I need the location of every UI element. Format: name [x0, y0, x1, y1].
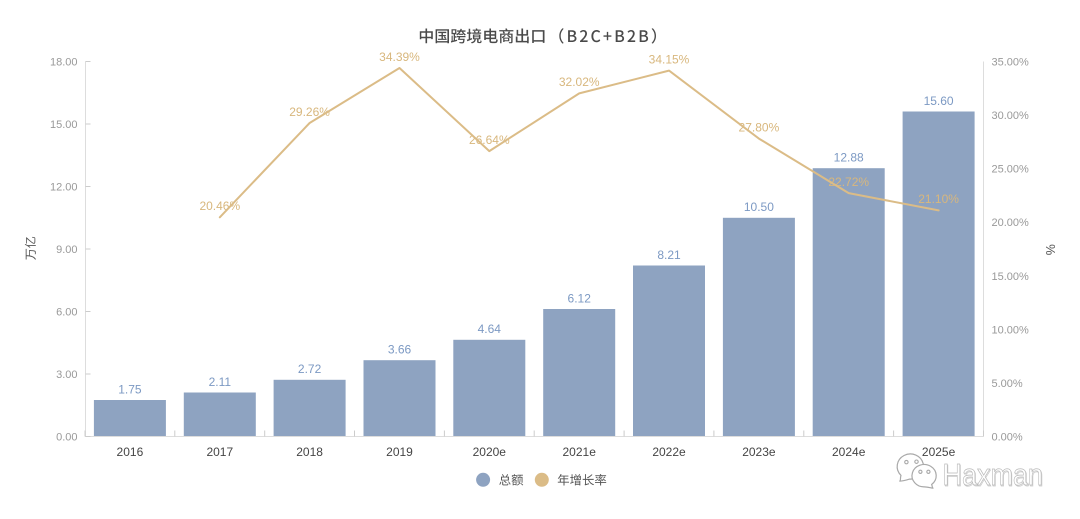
svg-text:3.66: 3.66: [388, 343, 412, 357]
svg-text:0.00: 0.00: [56, 432, 77, 444]
svg-text:4.64: 4.64: [478, 322, 502, 336]
svg-text:0.00%: 0.00%: [992, 432, 1023, 444]
svg-text:5.00%: 5.00%: [992, 378, 1023, 390]
svg-text:25.00%: 25.00%: [992, 164, 1030, 176]
svg-text:1.75: 1.75: [118, 382, 142, 396]
svg-text:10.00%: 10.00%: [992, 324, 1030, 336]
svg-text:2023e: 2023e: [742, 445, 776, 459]
svg-text:18.00: 18.00: [50, 57, 78, 69]
svg-text:32.02%: 32.02%: [559, 75, 600, 89]
svg-text:2024e: 2024e: [832, 445, 866, 459]
svg-text:29.26%: 29.26%: [289, 105, 330, 119]
svg-text:Haxman: Haxman: [943, 459, 1043, 493]
svg-text:10.50: 10.50: [744, 200, 774, 214]
svg-text:26.64%: 26.64%: [469, 133, 510, 147]
svg-text:30.00%: 30.00%: [992, 110, 1030, 122]
svg-text:%: %: [1044, 244, 1058, 255]
svg-text:2.72: 2.72: [298, 362, 322, 376]
svg-text:2022e: 2022e: [652, 445, 686, 459]
svg-text:6.12: 6.12: [568, 291, 592, 305]
svg-text:35.00%: 35.00%: [992, 57, 1030, 69]
svg-text:15.00: 15.00: [50, 119, 78, 131]
svg-text:15.60: 15.60: [924, 94, 954, 108]
svg-text:2019: 2019: [386, 445, 413, 459]
svg-text:3.00: 3.00: [56, 369, 77, 381]
svg-text:2016: 2016: [117, 445, 144, 459]
svg-text:20.00%: 20.00%: [992, 217, 1030, 229]
svg-text:15.00%: 15.00%: [992, 271, 1030, 283]
svg-text:2020e: 2020e: [473, 445, 507, 459]
svg-text:22.72%: 22.72%: [828, 175, 869, 189]
svg-text:2.11: 2.11: [209, 375, 232, 389]
svg-text:21.10%: 21.10%: [918, 192, 959, 206]
svg-text:12.00: 12.00: [50, 182, 78, 194]
svg-text:34.15%: 34.15%: [649, 52, 690, 66]
svg-text:2017: 2017: [206, 445, 233, 459]
svg-text:8.21: 8.21: [657, 248, 681, 262]
svg-text:2025e: 2025e: [922, 445, 956, 459]
svg-text:9.00: 9.00: [56, 244, 77, 256]
svg-text:2021e: 2021e: [563, 445, 597, 459]
svg-text:12.88: 12.88: [834, 151, 864, 165]
svg-text:2018: 2018: [296, 445, 323, 459]
svg-text:34.39%: 34.39%: [379, 50, 420, 64]
svg-text:20.46%: 20.46%: [199, 199, 240, 213]
svg-text:6.00: 6.00: [56, 307, 77, 319]
svg-text:Haxman: Haxman: [943, 459, 1043, 493]
